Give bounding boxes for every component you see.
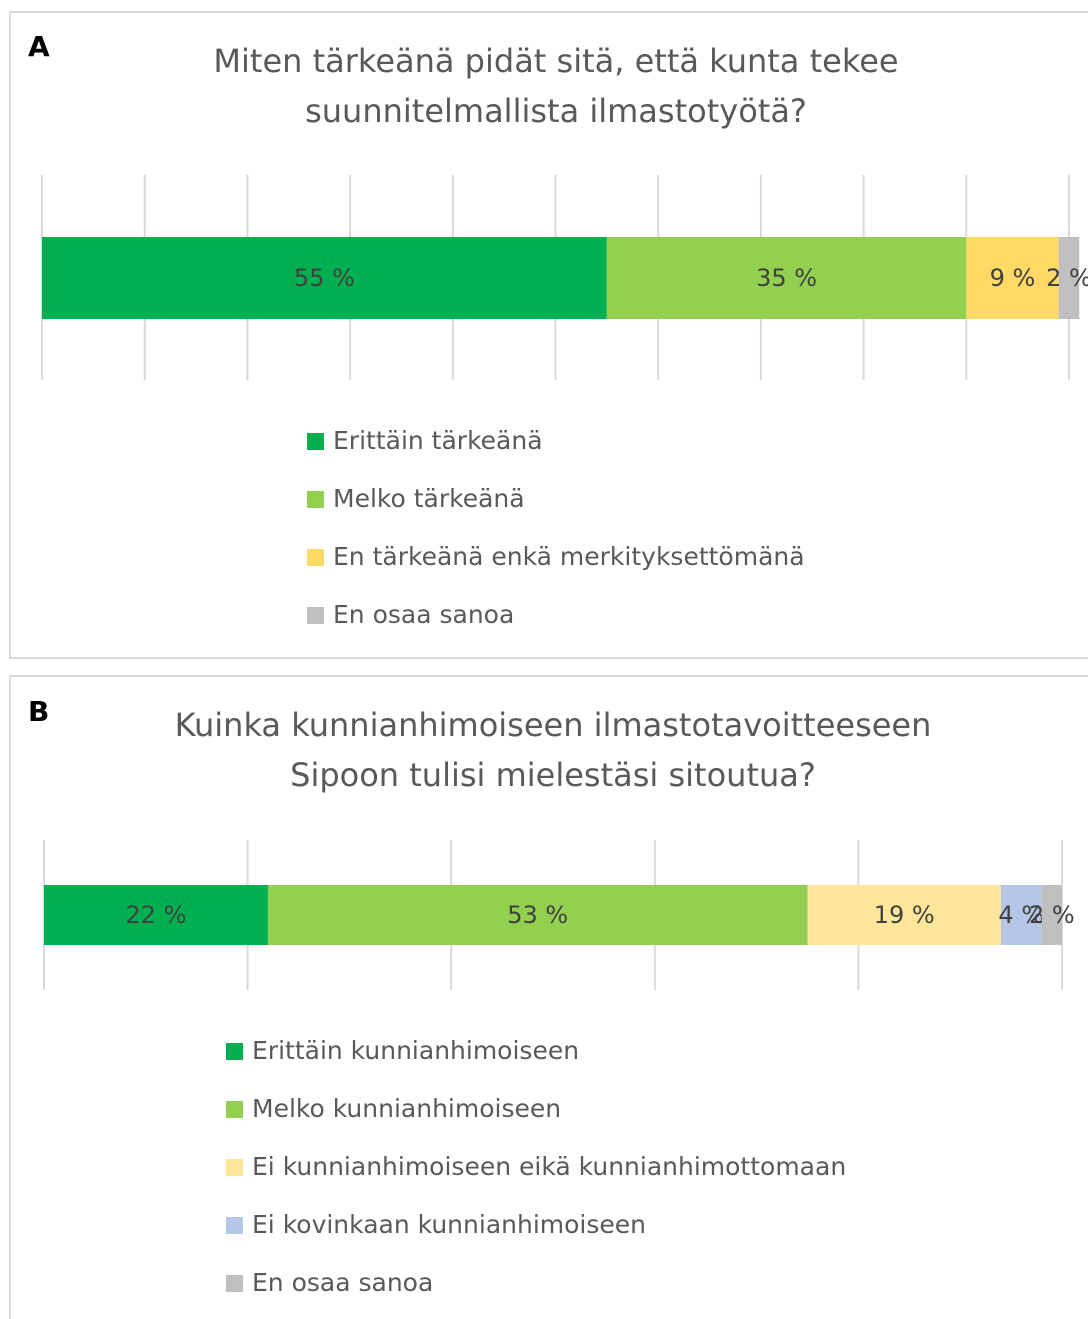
legend-label: En osaa sanoa: [252, 1268, 433, 1297]
chart-title: Kuinka kunnianhimoiseen ilmastotavoittee…: [175, 706, 932, 744]
legend-swatch: [226, 1275, 243, 1292]
data-label: 2 %: [1046, 264, 1088, 292]
data-label: 22 %: [125, 901, 186, 929]
legend-swatch: [307, 607, 324, 624]
chart-title: suunnitelmallista ilmastotyötä?: [305, 92, 807, 130]
bar-segment: [807, 885, 1001, 945]
chart-title: Miten tärkeänä pidät sitä, että kunta te…: [213, 42, 898, 80]
panel-frame: [9, 675, 1088, 1319]
data-label: 53 %: [507, 901, 568, 929]
legend-label: En tärkeänä enkä merkityksettömänä: [333, 542, 805, 571]
bar-segment: [1000, 885, 1042, 945]
data-label: 19 %: [874, 901, 935, 929]
legend-label: Erittäin kunnianhimoiseen: [252, 1036, 579, 1065]
legend-label: Erittäin tärkeänä: [333, 426, 543, 455]
panel-label: B: [28, 695, 49, 728]
legend-label: Ei kovinkaan kunnianhimoiseen: [252, 1210, 646, 1239]
legend-swatch: [226, 1159, 243, 1176]
legend-swatch: [307, 549, 324, 566]
bar-segment: [606, 237, 967, 319]
chart-title: Sipoon tulisi mielestäsi sitoutua?: [290, 756, 816, 794]
bar-segment: [1058, 237, 1080, 319]
legend-label: Melko kunnianhimoiseen: [252, 1094, 561, 1123]
data-label: 9 %: [990, 264, 1036, 292]
legend-swatch: [226, 1217, 243, 1234]
data-label: 2 %: [1029, 901, 1075, 929]
bar-segment: [44, 885, 268, 945]
bar-segment: [267, 885, 808, 945]
bar-segment: [42, 237, 607, 319]
legend-swatch: [226, 1043, 243, 1060]
data-label: 55 %: [294, 264, 355, 292]
panel-label: A: [28, 30, 50, 63]
bar-segment: [966, 237, 1059, 319]
legend-label: Melko tärkeänä: [333, 484, 525, 513]
legend-swatch: [307, 433, 324, 450]
data-label: 35 %: [756, 264, 817, 292]
legend-swatch: [226, 1101, 243, 1118]
legend-label: En osaa sanoa: [333, 600, 514, 629]
panel-frame: [9, 11, 1088, 659]
legend-label: Ei kunnianhimoiseen eikä kunnianhimottom…: [252, 1152, 846, 1181]
bar-segment: [1041, 885, 1062, 945]
data-label: 4 %: [998, 901, 1044, 929]
legend-swatch: [307, 491, 324, 508]
